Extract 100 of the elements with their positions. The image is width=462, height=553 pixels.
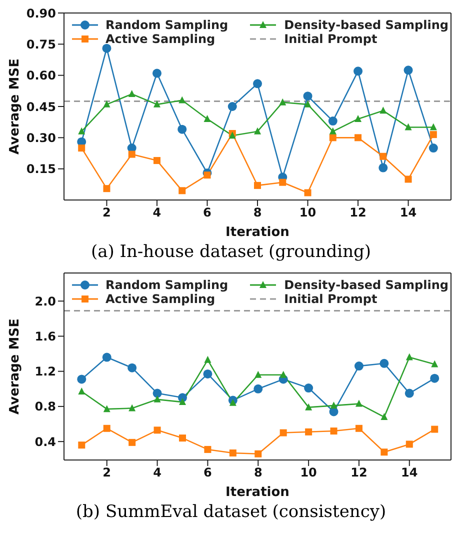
point [204, 114, 211, 122]
x-axis-title: Iteration [226, 225, 290, 240]
point [78, 442, 86, 449]
y-tick-label: 0.4 [34, 434, 56, 449]
point [229, 449, 236, 456]
point [203, 369, 212, 378]
legend-label: Initial Prompt [284, 32, 378, 46]
point [178, 398, 186, 406]
x-tick-label: 2 [102, 466, 112, 480]
point [330, 402, 338, 409]
point [178, 187, 186, 194]
point [354, 362, 364, 371]
x-tick-label: 6 [204, 466, 212, 480]
point [178, 434, 186, 442]
point [78, 144, 86, 152]
point [431, 426, 438, 433]
point [380, 358, 389, 368]
point [103, 405, 110, 412]
point [430, 131, 437, 138]
point [103, 100, 110, 108]
point [154, 395, 161, 402]
point [380, 448, 388, 456]
point [78, 127, 86, 134]
point [153, 157, 160, 164]
point [304, 384, 314, 393]
point [178, 96, 186, 104]
point [254, 127, 261, 134]
point [204, 446, 212, 453]
point [254, 450, 262, 458]
point [103, 424, 110, 432]
y-tick-label: 0.30 [26, 130, 56, 145]
legend-label: Random Sampling [106, 278, 228, 292]
y-tick-label: 0.15 [26, 162, 56, 176]
point [128, 90, 136, 98]
point [354, 134, 362, 142]
point [380, 412, 388, 420]
x-tick-label: 4 [152, 206, 162, 220]
point [305, 428, 312, 436]
point [128, 150, 136, 158]
x-axis-title: Iteration [226, 485, 290, 500]
point [406, 353, 413, 360]
y-tick-label: 1.2 [34, 364, 56, 379]
point [128, 438, 136, 446]
y-axis-title: Average MSE [8, 318, 23, 414]
x-tick-label: 12 [350, 466, 368, 480]
x-tick-label: 12 [350, 206, 366, 220]
point [280, 370, 287, 378]
x-tick-label: 14 [400, 206, 417, 220]
legend-label: Density-based Sampling [284, 18, 448, 32]
point [354, 114, 362, 122]
point [128, 363, 137, 372]
legend-label: Active Sampling [106, 32, 216, 46]
x-tick-label: 8 [254, 466, 262, 480]
point [355, 424, 362, 432]
point [428, 144, 438, 153]
point [254, 370, 262, 378]
y-tick-label: 0.90 [26, 6, 56, 20]
point [152, 68, 162, 78]
y-tick-label: 2.0 [34, 294, 56, 308]
y-tick-label: 0.75 [26, 37, 56, 52]
legend-label: Random Sampling [106, 18, 228, 32]
point [153, 100, 160, 108]
point [305, 403, 312, 410]
point [304, 100, 312, 108]
point [204, 172, 211, 179]
y-tick-label: 0.60 [26, 68, 56, 83]
text: (a) In-house dataset (grounding) [90, 242, 372, 262]
point [204, 356, 212, 363]
point [178, 124, 187, 134]
x-tick-label: 14 [401, 466, 418, 480]
y-tick-label: 1.6 [34, 329, 56, 344]
point [404, 66, 413, 75]
point [128, 404, 136, 412]
legend-label: Density-based Sampling [284, 278, 448, 292]
point [280, 429, 287, 436]
x-tick-label: 8 [253, 206, 262, 220]
y-tick-label: 0.8 [34, 400, 56, 414]
point [430, 123, 437, 130]
point [154, 426, 161, 434]
point [330, 428, 338, 435]
point [354, 66, 363, 76]
point [304, 189, 312, 196]
point [279, 178, 286, 186]
point [431, 360, 438, 368]
x-tick-label: 4 [153, 466, 162, 480]
point [102, 352, 112, 362]
point [380, 106, 387, 114]
y-axis-title: Average MSE [8, 58, 23, 154]
point [254, 182, 261, 189]
point [303, 92, 312, 101]
x-tick-label: 6 [203, 206, 212, 220]
text: (b) SummEval dataset (consistency) [74, 502, 388, 522]
x-tick-label: 10 [300, 466, 317, 480]
y-tick-label: 0.45 [26, 100, 56, 114]
point [404, 388, 414, 398]
point [279, 98, 286, 106]
point [355, 400, 362, 407]
point [404, 123, 412, 130]
x-tick-label: 10 [299, 206, 316, 220]
point [329, 134, 336, 142]
